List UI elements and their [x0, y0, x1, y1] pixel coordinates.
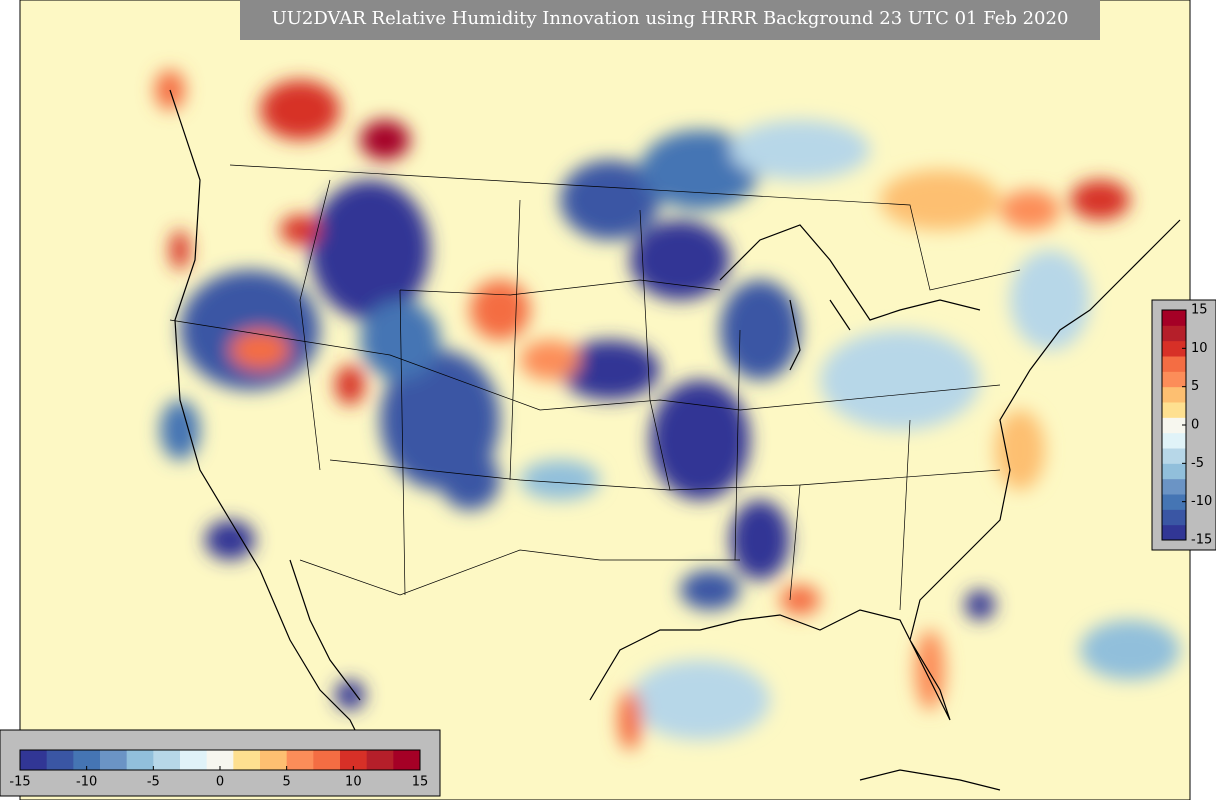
colorbar-tick-label: 15 [1191, 303, 1208, 318]
map [20, 0, 1190, 800]
colorbar-segment [46, 750, 74, 770]
colorbar-segment [1162, 524, 1186, 541]
colorbar-segment [393, 750, 421, 770]
colorbar-tick-label: -5 [147, 775, 160, 790]
innovation-field [155, 70, 1180, 750]
colorbar-segment [1162, 509, 1186, 526]
colorbar-tick-label: 10 [345, 775, 362, 790]
colorbar-segment [126, 750, 154, 770]
vertical-colorbar: -15 -10 -5 0 5 10 15 [1161, 303, 1212, 548]
colorbar-segment [340, 750, 368, 770]
colorbar-segment [1162, 448, 1186, 464]
state-borders [169, 164, 1021, 611]
colorbar-segment [1162, 417, 1186, 434]
colorbar-segment [100, 750, 128, 770]
colorbar-segment [233, 750, 261, 770]
colorbar-tick-label: 10 [1191, 341, 1208, 356]
colorbar-tick-label: -10 [1191, 494, 1212, 509]
colorbar-segment [1162, 402, 1186, 418]
colorbar-segment [1162, 432, 1186, 449]
horizontal-colorbar: -15 -10 -5 0 5 10 15 [9, 749, 429, 790]
colorbar-tick-label: -15 [1191, 533, 1212, 548]
colorbar-segment [1162, 494, 1186, 510]
colorbar-segment [1162, 340, 1186, 357]
colorbar-segment [366, 750, 394, 770]
colorbar-segment [206, 750, 234, 770]
colorbar-tick-label: 0 [216, 775, 224, 790]
colorbar-segment [153, 750, 181, 770]
colorbar-segment [1162, 371, 1186, 388]
colorbar-tick-label: -15 [9, 775, 30, 790]
colorbar-segment [1162, 386, 1186, 403]
colorbar-segment [1162, 463, 1186, 480]
map-background [20, 0, 1190, 800]
colorbar-segment [1162, 325, 1186, 342]
colorbar-segment [313, 750, 341, 770]
colorbar-segment [260, 750, 288, 770]
colorbar-tick-label: 15 [412, 775, 429, 790]
colorbar-segment [73, 750, 101, 770]
colorbar-segment [20, 750, 48, 770]
colorbar-tick-label: 5 [1191, 379, 1199, 394]
title-box [240, 0, 1100, 40]
colorbar-tick-label: -10 [76, 775, 97, 790]
colorbar-segment [180, 750, 208, 770]
colorbar-segment [1162, 478, 1186, 495]
coastlines [169, 89, 1181, 791]
colorbar-segment [1162, 310, 1186, 326]
title: UU2DVAR Relative Humidity Innovation usi… [272, 8, 1069, 29]
colorbar-segment [286, 750, 314, 770]
colorbar-segment [1162, 356, 1186, 372]
colorbar-tick-label: 5 [283, 775, 291, 790]
colorbar-tick-label: 0 [1191, 418, 1199, 433]
colorbar-tick-label: -5 [1191, 456, 1204, 471]
